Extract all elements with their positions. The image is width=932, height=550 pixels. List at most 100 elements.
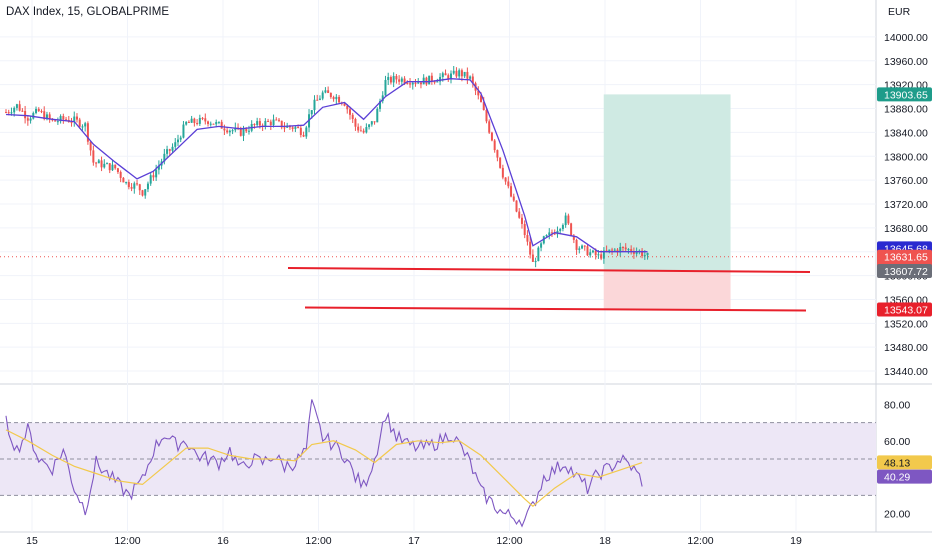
candle-down bbox=[583, 245, 586, 247]
candle-up bbox=[313, 99, 316, 111]
candle-down bbox=[389, 77, 392, 83]
candle-up bbox=[35, 108, 38, 114]
candle-up bbox=[534, 261, 537, 263]
candle-up bbox=[144, 189, 147, 196]
candle-down bbox=[362, 130, 365, 133]
candle-down bbox=[518, 211, 521, 218]
candle-down bbox=[630, 249, 633, 252]
candle-down bbox=[18, 104, 21, 111]
candle-down bbox=[488, 121, 491, 133]
candle-down bbox=[54, 120, 57, 122]
candle-down bbox=[529, 241, 532, 255]
time-tick-label: 12:00 bbox=[496, 535, 522, 547]
candle-down bbox=[212, 123, 215, 125]
rsi-tick-label: 60.00 bbox=[884, 436, 910, 448]
candle-down bbox=[62, 116, 65, 120]
candle-down bbox=[7, 112, 10, 114]
candle-up bbox=[174, 142, 177, 147]
candle-down bbox=[37, 108, 40, 112]
candle-down bbox=[553, 233, 556, 235]
candle-down bbox=[512, 196, 515, 201]
candle-down bbox=[520, 217, 523, 224]
candle-up bbox=[294, 127, 297, 129]
candle-up bbox=[146, 183, 149, 190]
candle-down bbox=[78, 119, 81, 127]
price-tags: 13903.6513645.6813631.6503:4313607.72135… bbox=[877, 87, 932, 484]
rsi-tick-label: 80.00 bbox=[884, 400, 910, 412]
candle-up bbox=[125, 182, 128, 184]
candle-down bbox=[95, 162, 98, 164]
candle-down bbox=[570, 223, 573, 236]
candle-up bbox=[256, 121, 259, 125]
candle-down bbox=[632, 251, 635, 254]
candle-up bbox=[417, 82, 420, 84]
candle-up bbox=[318, 98, 321, 100]
candle-up bbox=[591, 250, 594, 253]
candle-up bbox=[106, 163, 109, 165]
candle-up bbox=[264, 120, 267, 127]
price-tick-label: 13840.00 bbox=[884, 127, 928, 139]
moving-average bbox=[5, 78, 648, 253]
candle-up bbox=[324, 90, 327, 93]
candle-down bbox=[466, 71, 469, 79]
candle-down bbox=[343, 103, 346, 106]
candle-down bbox=[48, 114, 51, 119]
candle-down bbox=[507, 181, 510, 187]
candle-up bbox=[400, 78, 403, 82]
price-tick-label: 13960.00 bbox=[884, 56, 928, 68]
candle-down bbox=[283, 127, 286, 129]
price-tag-3-label: 13607.72 bbox=[884, 266, 928, 278]
candle-up bbox=[463, 71, 466, 77]
rsi-ma-line bbox=[5, 429, 643, 507]
candle-down bbox=[480, 95, 483, 103]
candle-down bbox=[136, 183, 139, 185]
candle-down bbox=[419, 82, 422, 85]
candle-up bbox=[305, 127, 308, 137]
currency-label: EUR bbox=[888, 6, 911, 18]
candle-up bbox=[97, 160, 100, 164]
candle-down bbox=[168, 149, 171, 151]
time-tick-label: 12:00 bbox=[305, 535, 331, 547]
candle-down bbox=[299, 127, 302, 135]
candle-down bbox=[89, 141, 92, 151]
candle-up bbox=[209, 123, 212, 125]
candle-down bbox=[572, 235, 575, 240]
candle-down bbox=[100, 160, 103, 168]
candle-down bbox=[92, 150, 95, 163]
candle-down bbox=[499, 157, 502, 168]
candle-up bbox=[578, 248, 581, 250]
candle-up bbox=[45, 114, 48, 120]
candle-down bbox=[40, 111, 43, 113]
candle-up bbox=[458, 70, 461, 77]
price-tick-label: 13760.00 bbox=[884, 175, 928, 187]
candle-down bbox=[108, 163, 111, 171]
time-tick-label: 12:00 bbox=[687, 535, 713, 547]
candle-up bbox=[103, 163, 106, 168]
candle-down bbox=[504, 177, 507, 182]
candle-down bbox=[316, 99, 319, 101]
candle-up bbox=[439, 76, 442, 82]
candle-up bbox=[441, 73, 444, 77]
candle-down bbox=[130, 187, 133, 189]
candle-up bbox=[581, 245, 584, 249]
candle-down bbox=[204, 118, 207, 122]
candle-down bbox=[26, 118, 29, 121]
candle-up bbox=[231, 130, 234, 132]
candle-up bbox=[190, 118, 193, 123]
candle-down bbox=[510, 186, 513, 197]
candle-down bbox=[297, 127, 300, 129]
candle-up bbox=[215, 122, 218, 125]
candle-down bbox=[460, 70, 463, 77]
candle-up bbox=[182, 124, 185, 138]
candle-up bbox=[171, 146, 174, 151]
price-tick-label: 14000.00 bbox=[884, 32, 928, 44]
candle-down bbox=[75, 116, 78, 120]
candle-up bbox=[428, 75, 431, 85]
time-tick-label: 18 bbox=[599, 535, 611, 547]
candle-up bbox=[32, 113, 35, 119]
candle-down bbox=[354, 119, 357, 127]
candle-down bbox=[425, 77, 428, 85]
candle-up bbox=[561, 225, 564, 230]
candle-down bbox=[239, 127, 242, 136]
